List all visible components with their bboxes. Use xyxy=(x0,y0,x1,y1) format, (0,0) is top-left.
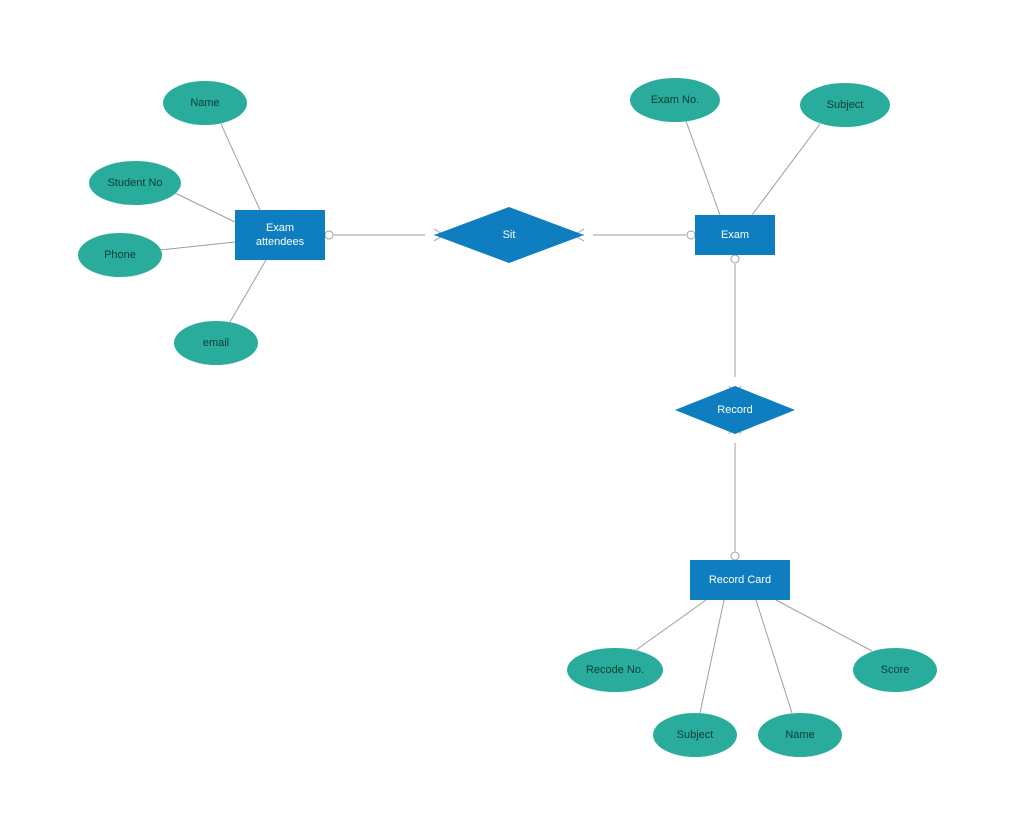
attribute-label: Name xyxy=(190,97,219,109)
entity-label: Exam xyxy=(721,229,749,241)
edge-name2-record_card xyxy=(756,600,792,713)
attribute-label: email xyxy=(203,337,229,349)
entity-label: attendees xyxy=(256,236,305,248)
attribute-label: Student No xyxy=(107,177,162,189)
attribute-subject1: Subject xyxy=(800,83,890,127)
edge-record-record_card xyxy=(729,424,741,560)
entity-label: Exam xyxy=(266,222,294,234)
edge-sit-exam xyxy=(574,229,695,241)
er-diagram-canvas: Name Student No Phone email Exam No. Subject R… xyxy=(0,0,1024,816)
attribute-label: Name xyxy=(785,729,814,741)
attribute-exam_no: Exam No. xyxy=(630,78,720,122)
attribute-name1: Name xyxy=(163,81,247,125)
attribute-phone: Phone xyxy=(78,233,162,277)
edge-student_no-exam_attendees xyxy=(175,193,235,222)
edge-email-exam_attendees xyxy=(230,260,266,322)
edge-name1-exam_attendees xyxy=(221,124,260,210)
attribute-label: Phone xyxy=(104,249,136,261)
attribute-label: Recode No. xyxy=(586,664,644,676)
entity-exam: Exam xyxy=(695,215,775,255)
edge-score-record_card xyxy=(776,600,872,651)
edge-exam_attendees-sit xyxy=(325,229,444,241)
edge-phone-exam_attendees xyxy=(160,242,235,250)
attribute-name2: Name xyxy=(758,713,842,757)
attribute-label: Score xyxy=(881,664,910,676)
attribute-email: email xyxy=(174,321,258,365)
attribute-label: Exam No. xyxy=(651,94,699,106)
attribute-score: Score xyxy=(853,648,937,692)
edge-recode_no-record_card xyxy=(636,600,706,650)
attribute-student_no: Student No xyxy=(89,161,181,205)
entity-label: Record Card xyxy=(709,574,771,586)
edge-subject2-record_card xyxy=(700,600,724,713)
attribute-subject2: Subject xyxy=(653,713,737,757)
attribute-recode_no: Recode No. xyxy=(567,648,663,692)
edge-exam_no-exam xyxy=(686,121,720,215)
relationship-record: Record xyxy=(675,386,795,434)
attribute-label: Subject xyxy=(677,729,714,741)
relationship-label: Sit xyxy=(503,229,516,241)
relationship-sit: Sit xyxy=(434,207,584,263)
edge-subject1-exam xyxy=(752,124,820,215)
relationship-label: Record xyxy=(717,404,752,416)
entity-record_card: Record Card xyxy=(690,560,790,600)
attribute-label: Subject xyxy=(827,99,864,111)
entity-exam_attendees: Exam attendees xyxy=(235,210,325,260)
edge-exam-record xyxy=(729,255,741,396)
